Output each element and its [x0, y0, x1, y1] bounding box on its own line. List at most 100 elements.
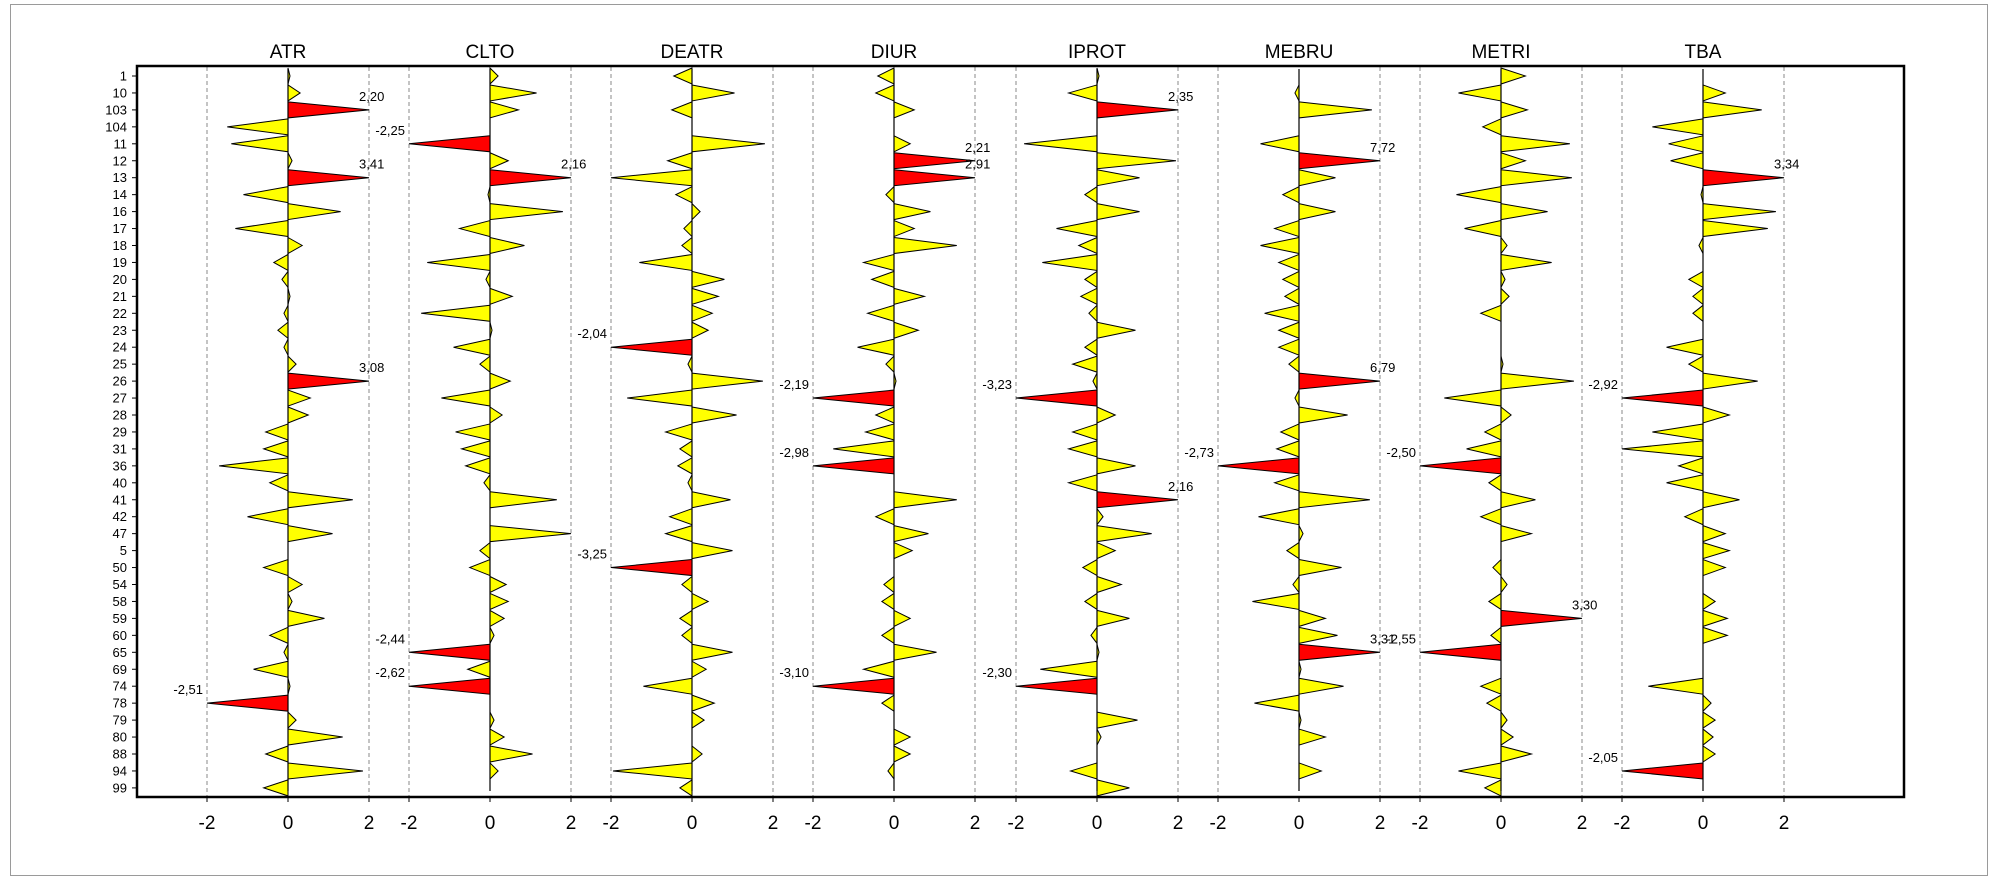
data-spike [1083, 270, 1098, 289]
data-spike [1292, 575, 1300, 594]
data-spike [1298, 626, 1338, 644]
data-spike [663, 524, 693, 543]
value-label: -2,62 [375, 665, 405, 680]
data-spike [1096, 728, 1102, 746]
data-spike [1298, 491, 1370, 509]
data-spike [219, 457, 289, 475]
data-spike [1096, 507, 1104, 527]
data-spike [893, 728, 912, 746]
highlight-spike [893, 152, 976, 170]
data-spike [1500, 67, 1527, 85]
data-spike [1444, 389, 1502, 407]
data-spike [1479, 304, 1502, 323]
data-spike [1500, 525, 1534, 543]
data-spike [691, 744, 703, 764]
row-label: 22 [113, 306, 127, 321]
data-spike [1077, 236, 1098, 255]
data-spike [691, 287, 721, 306]
data-spike [455, 423, 491, 441]
data-spike [1702, 541, 1732, 560]
data-spike [1500, 101, 1530, 119]
data-spike [1066, 440, 1098, 458]
highlight-spike [1298, 372, 1381, 390]
value-label: 3,41 [359, 157, 384, 172]
data-spike [489, 101, 521, 119]
data-spike [1500, 169, 1572, 187]
data-spike [1500, 491, 1536, 509]
data-spike [272, 253, 289, 272]
data-spike [1500, 745, 1534, 763]
x-tick-label: -2 [1008, 813, 1025, 834]
data-spike [479, 541, 491, 560]
row-label: 29 [113, 424, 127, 439]
highlight-spike [287, 101, 370, 119]
data-spike [1096, 169, 1140, 187]
data-spike [1042, 253, 1098, 272]
data-spike [1079, 287, 1098, 306]
data-spike [691, 694, 716, 712]
data-spike [691, 406, 737, 424]
x-tick-label: -2 [1412, 813, 1429, 834]
data-spike [1464, 219, 1502, 238]
data-spike [1500, 575, 1508, 594]
value-label: -2,73 [1184, 445, 1214, 460]
data-spike [863, 423, 895, 441]
data-spike [893, 643, 937, 661]
x-tick-label: 2 [566, 813, 577, 834]
data-spike [1258, 508, 1300, 526]
data-spike [672, 67, 693, 85]
data-spike [1666, 474, 1704, 492]
highlight-spike [1298, 643, 1381, 661]
data-spike [1648, 677, 1704, 695]
data-spike [691, 541, 733, 560]
data-spike [1096, 609, 1130, 628]
data-spike [681, 626, 693, 645]
data-spike [1088, 304, 1098, 323]
x-tick-label: -2 [1210, 813, 1227, 834]
data-spike [227, 118, 289, 136]
row-label: 69 [113, 662, 127, 677]
data-spike [691, 84, 735, 102]
panel-title: DIUR [871, 42, 917, 63]
data-spike [676, 456, 693, 475]
data-spike [1687, 270, 1704, 289]
data-spike [691, 270, 725, 289]
data-spike [893, 525, 929, 543]
data-spike [262, 779, 289, 797]
data-spike [1090, 625, 1098, 645]
data-spike [1702, 524, 1727, 543]
data-spike [1096, 575, 1123, 594]
value-label: -2,98 [779, 445, 809, 460]
data-spike [243, 186, 289, 204]
data-spike [874, 507, 895, 526]
x-tick-label: 2 [364, 813, 375, 834]
x-tick-label: -2 [603, 813, 620, 834]
data-spike [1666, 338, 1704, 356]
row-label: 74 [113, 679, 127, 694]
chart-frame [10, 4, 1988, 876]
highlight-spike [408, 135, 491, 153]
data-spike [1096, 541, 1117, 560]
data-spike [880, 694, 895, 713]
data-spike [479, 355, 491, 374]
data-spike [643, 677, 693, 695]
data-spike [1083, 185, 1098, 204]
data-spike [468, 558, 491, 577]
data-spike [1298, 406, 1348, 424]
x-tick-label: -2 [401, 813, 418, 834]
data-spike [893, 202, 931, 221]
data-spike [1687, 355, 1704, 374]
data-spike [489, 203, 563, 221]
data-spike [670, 101, 693, 119]
data-spike [287, 236, 304, 255]
data-spike [1702, 406, 1732, 424]
highlight-spike [408, 643, 491, 661]
highlight-spike [1419, 457, 1502, 475]
data-spike [287, 152, 293, 169]
data-spike [287, 575, 304, 594]
data-spike [1702, 219, 1768, 238]
data-spike [1096, 202, 1140, 221]
data-spike [264, 423, 289, 441]
data-spike [1273, 474, 1300, 492]
data-spike [1483, 423, 1502, 441]
